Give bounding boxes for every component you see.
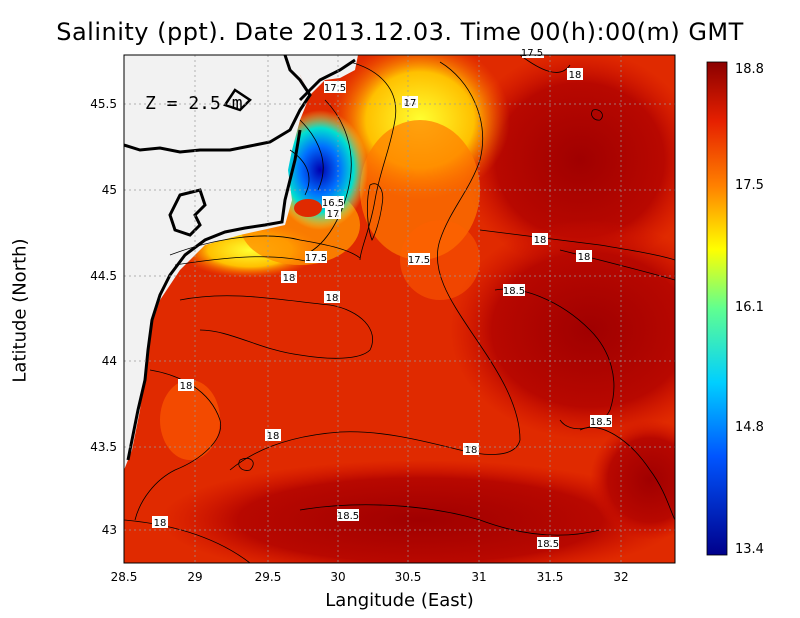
colorbar xyxy=(706,61,728,556)
x-axis-label: Langitude (East) xyxy=(325,590,474,611)
x-tick-label: 31 xyxy=(471,570,486,584)
y-tick-label: 44.5 xyxy=(90,269,117,283)
y-tick-label: 45.5 xyxy=(90,97,117,111)
land-area xyxy=(124,55,310,470)
contour-label: 18 xyxy=(569,70,582,81)
contour-label: 17 xyxy=(404,98,417,109)
y-tick-label: 44 xyxy=(102,354,117,368)
x-tick-label: 32 xyxy=(613,570,628,584)
x-axis: 28.5 29 29.5 30 30.5 31 31.5 32 xyxy=(111,570,629,584)
contour-label: 16.5 xyxy=(322,198,344,209)
grid-lines xyxy=(124,55,675,563)
colorbar-tick-label: 16.1 xyxy=(735,300,764,315)
contour-label: 18.5 xyxy=(503,286,525,297)
colorbar-tick-label: 18.8 xyxy=(735,62,764,77)
map-title: Salinity (ppt). Date 2013.12.03. Time 00… xyxy=(56,18,744,46)
salinity-field xyxy=(124,55,675,563)
x-tick-label: 30 xyxy=(330,570,345,584)
contour-label: 18.5 xyxy=(337,511,359,522)
contour-label: 18.5 xyxy=(590,417,612,428)
contour-label: 18 xyxy=(534,235,547,246)
contour-label: 17.5 xyxy=(324,83,346,94)
contour-label: 18 xyxy=(180,381,193,392)
contour-label: 18 xyxy=(578,252,591,263)
contour-label: 18 xyxy=(283,273,296,284)
x-tick-label: 31.5 xyxy=(537,570,564,584)
contour-label: 17.5 xyxy=(408,255,430,266)
contour-label: 18 xyxy=(154,518,167,529)
contour-lines xyxy=(124,55,675,563)
colorbar-tick-label: 14.8 xyxy=(735,420,764,435)
contour-label: 17 xyxy=(327,209,340,220)
x-tick-label: 30.5 xyxy=(395,570,422,584)
y-tick-label: 43.5 xyxy=(90,440,117,454)
contour-label: 17.5 xyxy=(305,253,327,264)
contour-label: 18 xyxy=(465,445,478,456)
y-axis-label: Latitude (North) xyxy=(9,238,31,383)
contour-label: 18 xyxy=(267,431,280,442)
contour-label: 18 xyxy=(326,293,339,304)
x-tick-label: 29 xyxy=(187,570,202,584)
y-axis: 45.5 45 44.5 44 43.5 43 xyxy=(90,97,117,537)
colorbar-tick-label: 13.4 xyxy=(735,542,764,557)
y-tick-label: 43 xyxy=(102,523,117,537)
x-tick-label: 28.5 xyxy=(111,570,138,584)
colorbar-tick-label: 17.5 xyxy=(735,178,764,193)
contour-label: 17.5 xyxy=(521,48,543,59)
x-tick-label: 29.5 xyxy=(255,570,282,584)
depth-label: Z = 2.5 m xyxy=(145,93,243,114)
plot-frame xyxy=(123,54,676,564)
y-tick-label: 45 xyxy=(102,183,117,197)
contour-labels: 17.5 18 17 17.5 16.5 17 18 17.5 17.5 18 … xyxy=(152,46,612,550)
contour-label: 18.5 xyxy=(537,539,559,550)
